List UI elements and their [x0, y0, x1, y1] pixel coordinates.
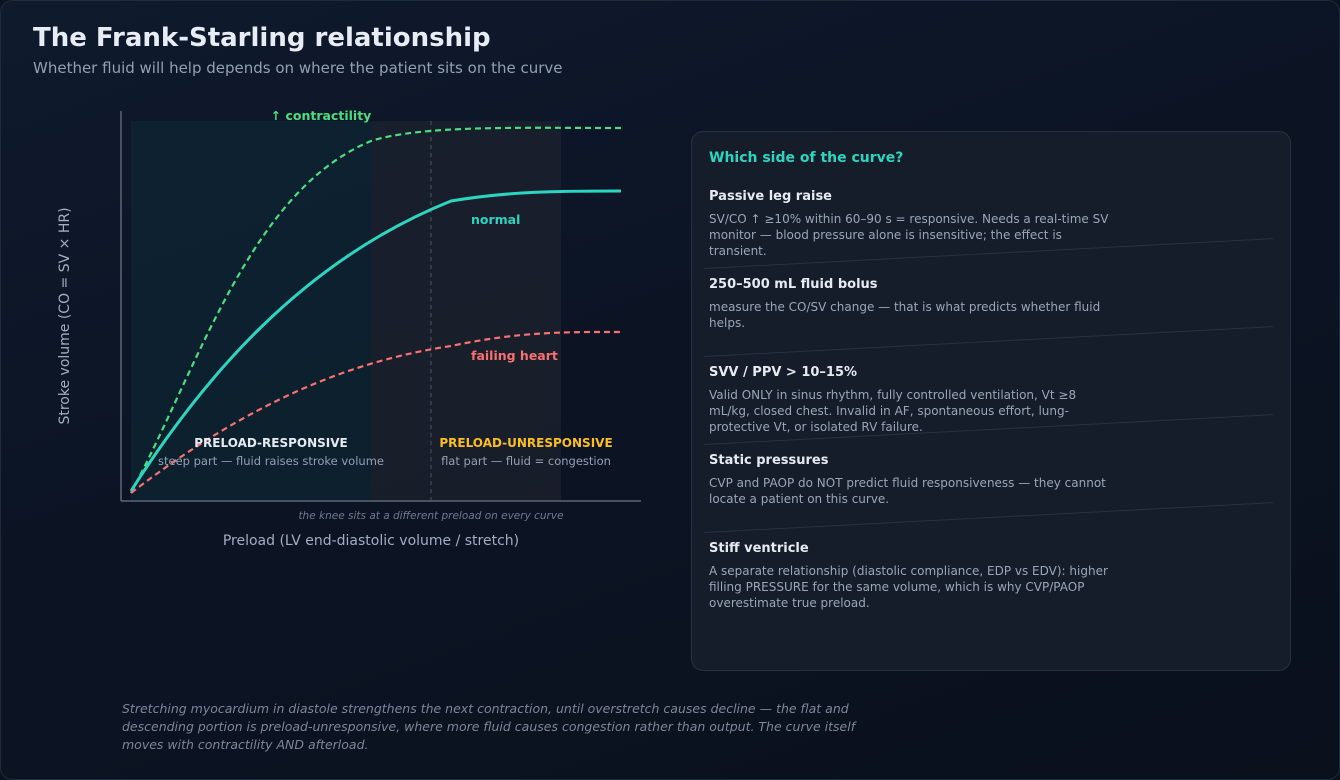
unresponsive-zone-desc: flat part — fluid = congestion: [441, 454, 611, 468]
normal-curve: [129, 189, 622, 492]
item-title: Stiff ventricle: [709, 541, 809, 556]
item-title: Static pressures: [709, 453, 829, 468]
unresponsive-zone-title: PRELOAD-UNRESPONSIVE: [439, 436, 612, 450]
failing-heart-curve: [130, 330, 622, 494]
assessment-item-fluid-bolus: 250–500 mL fluid bolus measure the CO/SV…: [709, 277, 1119, 331]
assessment-item-svv-ppv: SVV / PPV > 10–15% Valid ONLY in sinus r…: [709, 365, 1119, 435]
panel-heading: Which side of the curve?: [709, 150, 904, 166]
page-subtitle: Whether fluid will help depends on where…: [33, 59, 563, 77]
responsive-zone-desc: steep part — fluid raises stroke volume: [158, 454, 384, 468]
item-title: Passive leg raise: [709, 189, 832, 204]
normal-label: normal: [471, 212, 520, 227]
footnote: Stretching myocardium in diastole streng…: [122, 701, 856, 752]
responsive-zone: [131, 121, 371, 501]
responsive-zone-title: PRELOAD-RESPONSIVE: [194, 436, 348, 450]
item-desc: Valid ONLY in sinus rhythm, fully contro…: [709, 388, 1077, 434]
x-axis-label: Preload (LV end-diastolic volume / stret…: [223, 533, 519, 549]
y-axis-label: Stroke volume (CO = SV × HR): [57, 207, 73, 424]
contractility-label: ↑ contractility: [271, 108, 372, 123]
contractility-curve: [130, 126, 622, 494]
item-desc: A separate relationship (diastolic compl…: [709, 564, 1108, 610]
failing-heart-label: failing heart: [471, 348, 558, 363]
frank-starling-diagram: ↑ contractility normal failing heart PRE…: [57, 108, 641, 549]
assessment-panel: Which side of the curve? Passive leg rai…: [691, 131, 1291, 671]
unresponsive-zone: [371, 121, 561, 501]
item-title: 250–500 mL fluid bolus: [709, 277, 878, 292]
item-title: SVV / PPV > 10–15%: [709, 365, 858, 380]
item-desc: CVP and PAOP do NOT predict fluid respon…: [709, 476, 1106, 506]
assessment-item-static-pressures: Static pressures CVP and PAOP do NOT pre…: [709, 453, 1119, 507]
item-desc: SV/CO ↑ ≥10% within 60–90 s = responsive…: [709, 212, 1109, 258]
item-desc: measure the CO/SV change — that is what …: [709, 300, 1101, 330]
knee-note: the knee sits at a different preload on …: [298, 510, 563, 522]
assessment-item-stiff-ventricle: Stiff ventricle A separate relationship …: [709, 541, 1119, 611]
page-title: The Frank-Starling relationship: [33, 23, 491, 53]
assessment-item-passive-leg-raise: Passive leg raise SV/CO ↑ ≥10% within 60…: [709, 189, 1119, 259]
